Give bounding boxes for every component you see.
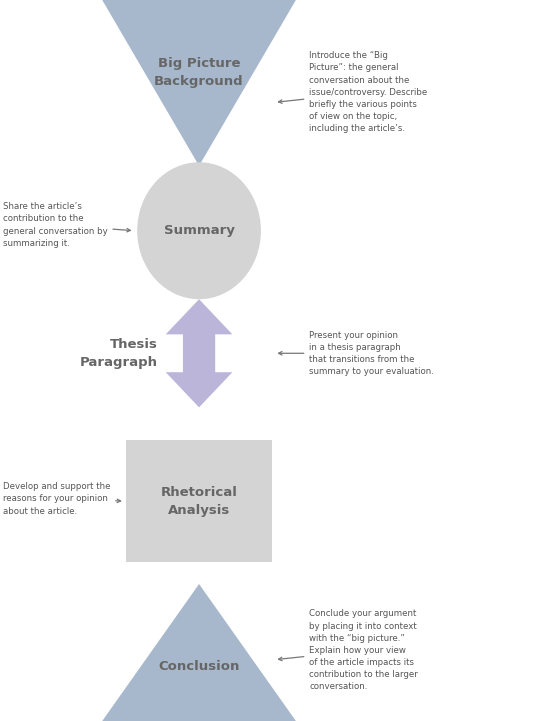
Text: Conclusion: Conclusion (158, 660, 240, 673)
Text: Develop and support the
reasons for your opinion
about the article.: Develop and support the reasons for your… (3, 482, 121, 516)
Text: Thesis
Paragraph: Thesis Paragraph (80, 338, 158, 368)
Text: Conclude your argument
by placing it into context
with the “big picture.”
Explai: Conclude your argument by placing it int… (279, 609, 418, 691)
Bar (126, 440, 272, 562)
Polygon shape (102, 584, 296, 721)
Ellipse shape (137, 162, 261, 299)
Polygon shape (166, 299, 232, 407)
Text: Present your opinion
in a thesis paragraph
that transitions from the
summary to : Present your opinion in a thesis paragra… (279, 330, 434, 376)
Text: Big Picture
Background: Big Picture Background (154, 57, 244, 87)
Text: Introduce the “Big
Picture”: the general
conversation about the
issue/controvers: Introduce the “Big Picture”: the general… (279, 51, 428, 133)
Text: Rhetorical
Analysis: Rhetorical Analysis (161, 486, 237, 516)
Text: Summary: Summary (164, 224, 235, 237)
Text: Share the article’s
contribution to the
general conversation by
summarizing it.: Share the article’s contribution to the … (3, 202, 130, 248)
Polygon shape (102, 0, 296, 166)
